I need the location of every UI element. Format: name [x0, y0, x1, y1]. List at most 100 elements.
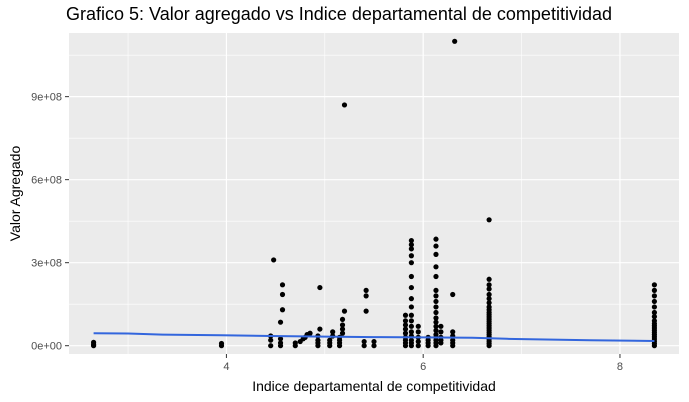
data-point	[363, 287, 369, 293]
data-point	[408, 260, 414, 266]
data-point	[268, 343, 274, 349]
data-point	[651, 293, 658, 299]
data-point	[486, 217, 492, 223]
data-point	[361, 343, 367, 349]
y-tick-label: 0e+00	[31, 341, 62, 353]
data-point	[651, 318, 658, 324]
data-point	[433, 327, 439, 334]
grid-lines	[69, 33, 679, 354]
data-point	[651, 314, 658, 320]
data-point	[271, 257, 277, 263]
data-point	[292, 340, 298, 346]
data-point	[371, 343, 377, 349]
data-point	[433, 332, 439, 338]
data-point	[408, 337, 414, 343]
data-point	[361, 338, 367, 345]
data-point	[486, 276, 492, 282]
data-point	[315, 337, 321, 343]
data-point	[339, 330, 346, 336]
x-axis-title: Indice departamental de competitividad	[252, 378, 496, 394]
x-tick-label: 4	[223, 361, 229, 373]
data-point	[651, 282, 658, 288]
data-point	[279, 282, 286, 288]
data-point	[438, 323, 444, 329]
data-point	[330, 329, 336, 335]
data-point	[307, 330, 313, 336]
data-point	[433, 298, 439, 305]
data-point	[452, 38, 458, 44]
data-points	[90, 38, 658, 349]
data-point	[408, 242, 414, 248]
data-point	[486, 291, 492, 298]
data-point	[363, 308, 369, 314]
data-point	[363, 293, 369, 299]
trend-line	[93, 332, 655, 342]
data-point	[415, 338, 421, 345]
data-point	[279, 291, 286, 298]
data-point	[408, 323, 414, 329]
data-point	[408, 304, 414, 310]
x-tick-label: 6	[420, 361, 426, 373]
data-point	[433, 236, 439, 242]
data-point	[341, 102, 348, 108]
data-point	[450, 337, 456, 343]
data-point	[433, 243, 439, 249]
x-tick-label: 8	[617, 361, 623, 373]
data-point	[317, 284, 323, 291]
data-point	[651, 298, 658, 305]
plot-background	[69, 33, 679, 354]
chart-title: Grafico 5: Valor agregado vs Indice depa…	[66, 4, 612, 24]
data-point	[450, 291, 456, 298]
data-point	[339, 322, 346, 328]
data-point	[317, 326, 323, 332]
data-point	[433, 273, 439, 280]
data-point	[408, 318, 414, 324]
data-point	[415, 323, 421, 329]
data-point	[408, 329, 414, 335]
y-tick-label: 6e+08	[31, 175, 62, 187]
data-point	[486, 286, 492, 292]
axis-ticks: 4 6 8 0e+00 3e+08 6e+08 9e+08	[31, 92, 623, 373]
data-point	[277, 336, 284, 342]
data-point	[450, 329, 456, 335]
data-point	[408, 246, 414, 252]
data-point	[218, 340, 225, 347]
data-point	[339, 316, 346, 323]
data-point	[402, 330, 409, 336]
data-point	[408, 284, 414, 291]
data-point	[408, 253, 414, 259]
data-point	[408, 273, 414, 280]
data-point	[433, 293, 439, 299]
data-point	[433, 323, 439, 329]
data-point	[433, 264, 439, 270]
data-point	[408, 312, 414, 318]
data-point	[651, 309, 658, 316]
data-point	[408, 296, 414, 302]
trend-line-group	[93, 332, 655, 342]
data-point	[268, 337, 274, 343]
data-point	[408, 237, 414, 244]
data-point	[279, 307, 286, 313]
data-point	[402, 322, 409, 328]
data-point	[486, 282, 492, 288]
data-point	[433, 304, 439, 310]
data-point	[415, 329, 421, 335]
data-point	[277, 319, 284, 325]
data-point	[341, 308, 348, 314]
data-point	[277, 340, 284, 346]
data-point	[486, 300, 492, 306]
data-point	[433, 315, 439, 321]
y-axis-title: Valor Agregado	[7, 146, 23, 242]
data-point	[402, 318, 409, 324]
data-point	[438, 329, 444, 335]
data-point	[371, 338, 377, 345]
data-point	[415, 343, 421, 349]
data-point	[651, 287, 658, 293]
data-point	[402, 312, 409, 318]
data-point	[433, 251, 439, 257]
data-point	[433, 287, 439, 293]
y-tick-label: 9e+08	[31, 92, 62, 104]
data-point	[90, 339, 97, 345]
data-point	[402, 326, 409, 332]
